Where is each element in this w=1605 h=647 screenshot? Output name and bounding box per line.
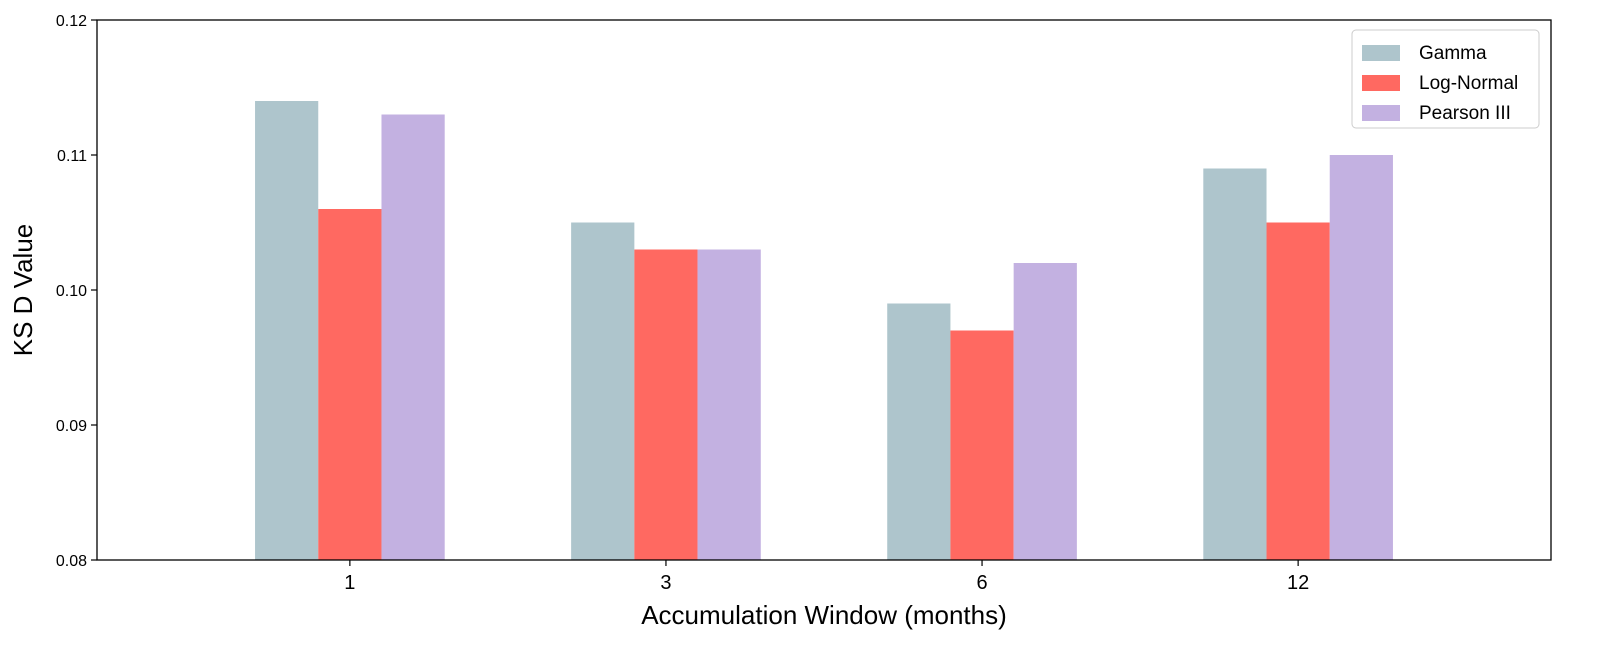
bar-pearson-iii-1 — [381, 114, 445, 560]
y-axis-label: KS D Value — [8, 224, 38, 356]
x-axis-ticks: 1 3 6 12 — [344, 560, 1309, 594]
legend-label: Pearson III — [1419, 103, 1511, 124]
bar-gamma-3 — [571, 222, 635, 560]
x-tick-label: 3 — [660, 572, 671, 594]
legend-label: Log-Normal — [1419, 73, 1518, 94]
legend-label: Gamma — [1419, 43, 1487, 64]
y-tick-label: 0.11 — [57, 148, 87, 165]
bar-pearson-iii-12 — [1329, 155, 1393, 560]
bars-layer — [255, 101, 1393, 560]
bar-gamma-12 — [1203, 168, 1267, 560]
legend-swatch — [1362, 105, 1400, 121]
bar-pearson-iii-3 — [697, 249, 761, 560]
bar-log-normal-6 — [950, 330, 1014, 560]
bar-gamma-6 — [887, 303, 951, 560]
x-tick-label: 6 — [976, 572, 987, 594]
x-tick-label: 1 — [344, 572, 355, 594]
legend-swatch — [1362, 75, 1400, 91]
bar-pearson-iii-6 — [1013, 263, 1077, 560]
bar-log-normal-12 — [1266, 222, 1330, 560]
legend: Gamma Log-Normal Pearson III — [1351, 29, 1540, 129]
y-tick-label: 0.10 — [56, 283, 87, 300]
legend-swatch — [1362, 45, 1400, 61]
y-tick-label: 0.08 — [56, 553, 87, 570]
bar-gamma-1 — [255, 101, 319, 560]
bar-log-normal-3 — [634, 249, 698, 560]
x-tick-label: 12 — [1287, 572, 1309, 594]
y-axis-ticks: 0.08 0.09 0.10 0.11 0.12 — [56, 13, 97, 570]
y-tick-label: 0.09 — [56, 418, 87, 435]
y-tick-label: 0.12 — [56, 13, 87, 30]
bar-log-normal-1 — [318, 209, 382, 560]
x-axis-label: Accumulation Window (months) — [641, 600, 1007, 630]
